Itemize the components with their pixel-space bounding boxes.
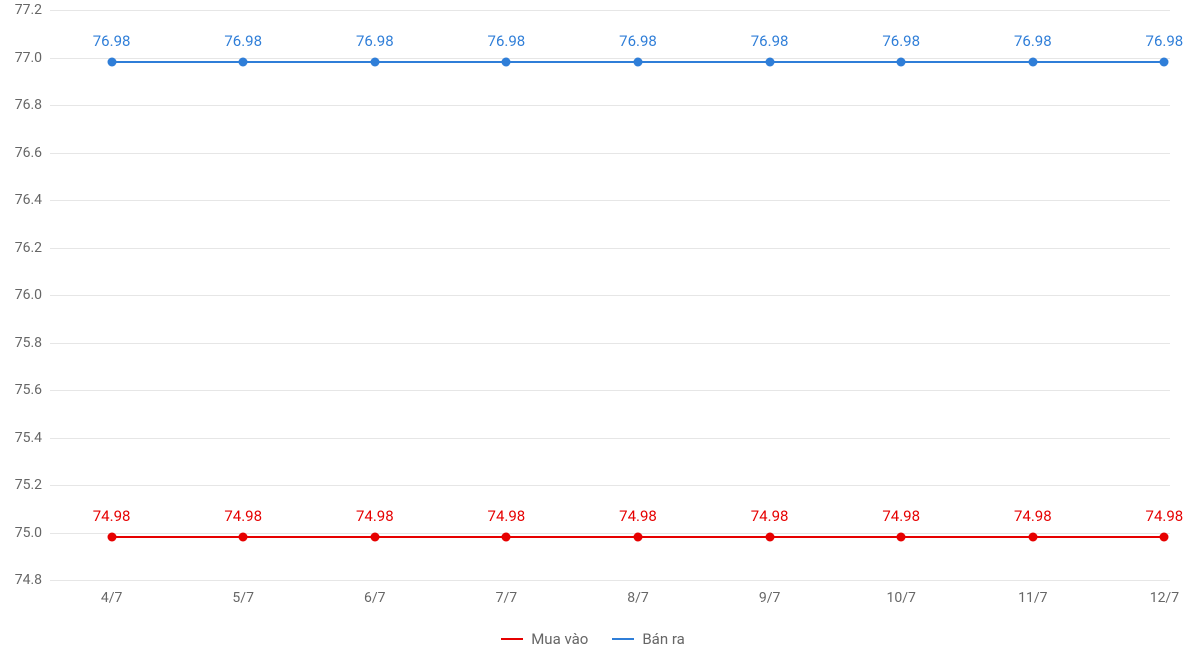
legend-swatch <box>501 638 523 640</box>
data-label: 74.98 <box>224 507 262 525</box>
gridline <box>50 580 1170 581</box>
data-label: 74.98 <box>751 507 789 525</box>
marker <box>239 533 248 542</box>
gridline <box>50 343 1170 344</box>
x-tick-label: 10/7 <box>886 580 915 606</box>
data-label: 74.98 <box>356 507 394 525</box>
gridline <box>50 295 1170 296</box>
data-label: 76.98 <box>619 32 657 50</box>
gridline <box>50 105 1170 106</box>
y-tick-label: 75.2 <box>15 477 50 493</box>
marker <box>765 58 774 67</box>
y-tick-label: 76.4 <box>15 192 50 208</box>
legend: Mua vào Bán ra <box>0 630 1186 648</box>
x-tick-label: 12/7 <box>1150 580 1179 606</box>
data-label: 76.98 <box>356 32 394 50</box>
data-label: 74.98 <box>93 507 131 525</box>
marker <box>370 533 379 542</box>
data-label: 76.98 <box>751 32 789 50</box>
gridline <box>50 533 1170 534</box>
gridline <box>50 438 1170 439</box>
gridline <box>50 58 1170 59</box>
marker <box>634 58 643 67</box>
gridline <box>50 10 1170 11</box>
price-line-chart: 74.8 75.0 75.2 75.4 75.6 75.8 76.0 76.2 76.4 76.6… <box>0 0 1186 657</box>
marker <box>502 533 511 542</box>
marker <box>897 58 906 67</box>
y-tick-label: 76.2 <box>15 240 50 256</box>
marker <box>107 533 116 542</box>
marker <box>239 58 248 67</box>
y-tick-label: 75.6 <box>15 382 50 398</box>
x-tick-label: 4/7 <box>101 580 123 606</box>
x-tick-label: 9/7 <box>759 580 781 606</box>
data-label: 76.98 <box>93 32 131 50</box>
plot-area: 74.875.075.275.475.675.876.076.276.476.6… <box>50 10 1170 580</box>
data-label: 76.98 <box>224 32 262 50</box>
marker <box>502 58 511 67</box>
marker <box>1160 58 1169 67</box>
x-tick-label: 7/7 <box>496 580 518 606</box>
data-label: 74.98 <box>882 507 920 525</box>
gridline <box>50 485 1170 486</box>
data-label: 76.98 <box>1146 32 1184 50</box>
y-tick-label: 74.8 <box>15 572 50 588</box>
data-label: 74.98 <box>619 507 657 525</box>
legend-item: Bán ra <box>612 630 684 648</box>
legend-label: Bán ra <box>642 630 684 648</box>
legend-item: Mua vào <box>501 630 588 648</box>
marker <box>1028 58 1037 67</box>
y-tick-label: 75.4 <box>15 430 50 446</box>
marker <box>634 533 643 542</box>
gridline <box>50 153 1170 154</box>
y-tick-label: 76.8 <box>15 97 50 113</box>
data-label: 76.98 <box>882 32 920 50</box>
gridline <box>50 200 1170 201</box>
x-tick-label: 11/7 <box>1018 580 1047 606</box>
y-tick-label: 77.2 <box>15 2 50 18</box>
marker <box>1028 533 1037 542</box>
marker <box>107 58 116 67</box>
y-tick-label: 77.0 <box>15 50 50 66</box>
y-tick-label: 75.8 <box>15 335 50 351</box>
marker <box>370 58 379 67</box>
legend-swatch <box>612 638 634 640</box>
x-tick-label: 5/7 <box>232 580 254 606</box>
x-tick-label: 6/7 <box>364 580 386 606</box>
marker <box>765 533 774 542</box>
legend-label: Mua vào <box>531 630 588 648</box>
y-tick-label: 75.0 <box>15 525 50 541</box>
y-tick-label: 76.6 <box>15 145 50 161</box>
marker <box>897 533 906 542</box>
marker <box>1160 533 1169 542</box>
data-label: 74.98 <box>1014 507 1052 525</box>
y-tick-label: 76.0 <box>15 287 50 303</box>
data-label: 76.98 <box>1014 32 1052 50</box>
x-tick-label: 8/7 <box>627 580 649 606</box>
gridline <box>50 390 1170 391</box>
data-label: 76.98 <box>488 32 526 50</box>
data-label: 74.98 <box>1146 507 1184 525</box>
gridline <box>50 248 1170 249</box>
data-label: 74.98 <box>488 507 526 525</box>
